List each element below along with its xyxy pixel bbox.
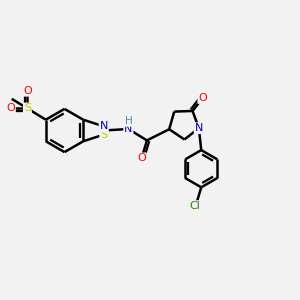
Text: N: N	[195, 123, 203, 133]
Text: O: O	[198, 93, 207, 103]
Text: O: O	[6, 103, 15, 113]
Text: H: H	[125, 116, 133, 126]
Text: N: N	[124, 124, 133, 134]
Text: O: O	[137, 153, 146, 164]
Text: N: N	[100, 122, 108, 131]
Text: O: O	[23, 86, 32, 96]
Text: S: S	[24, 103, 31, 113]
Text: S: S	[100, 130, 107, 140]
Text: Cl: Cl	[190, 201, 200, 211]
